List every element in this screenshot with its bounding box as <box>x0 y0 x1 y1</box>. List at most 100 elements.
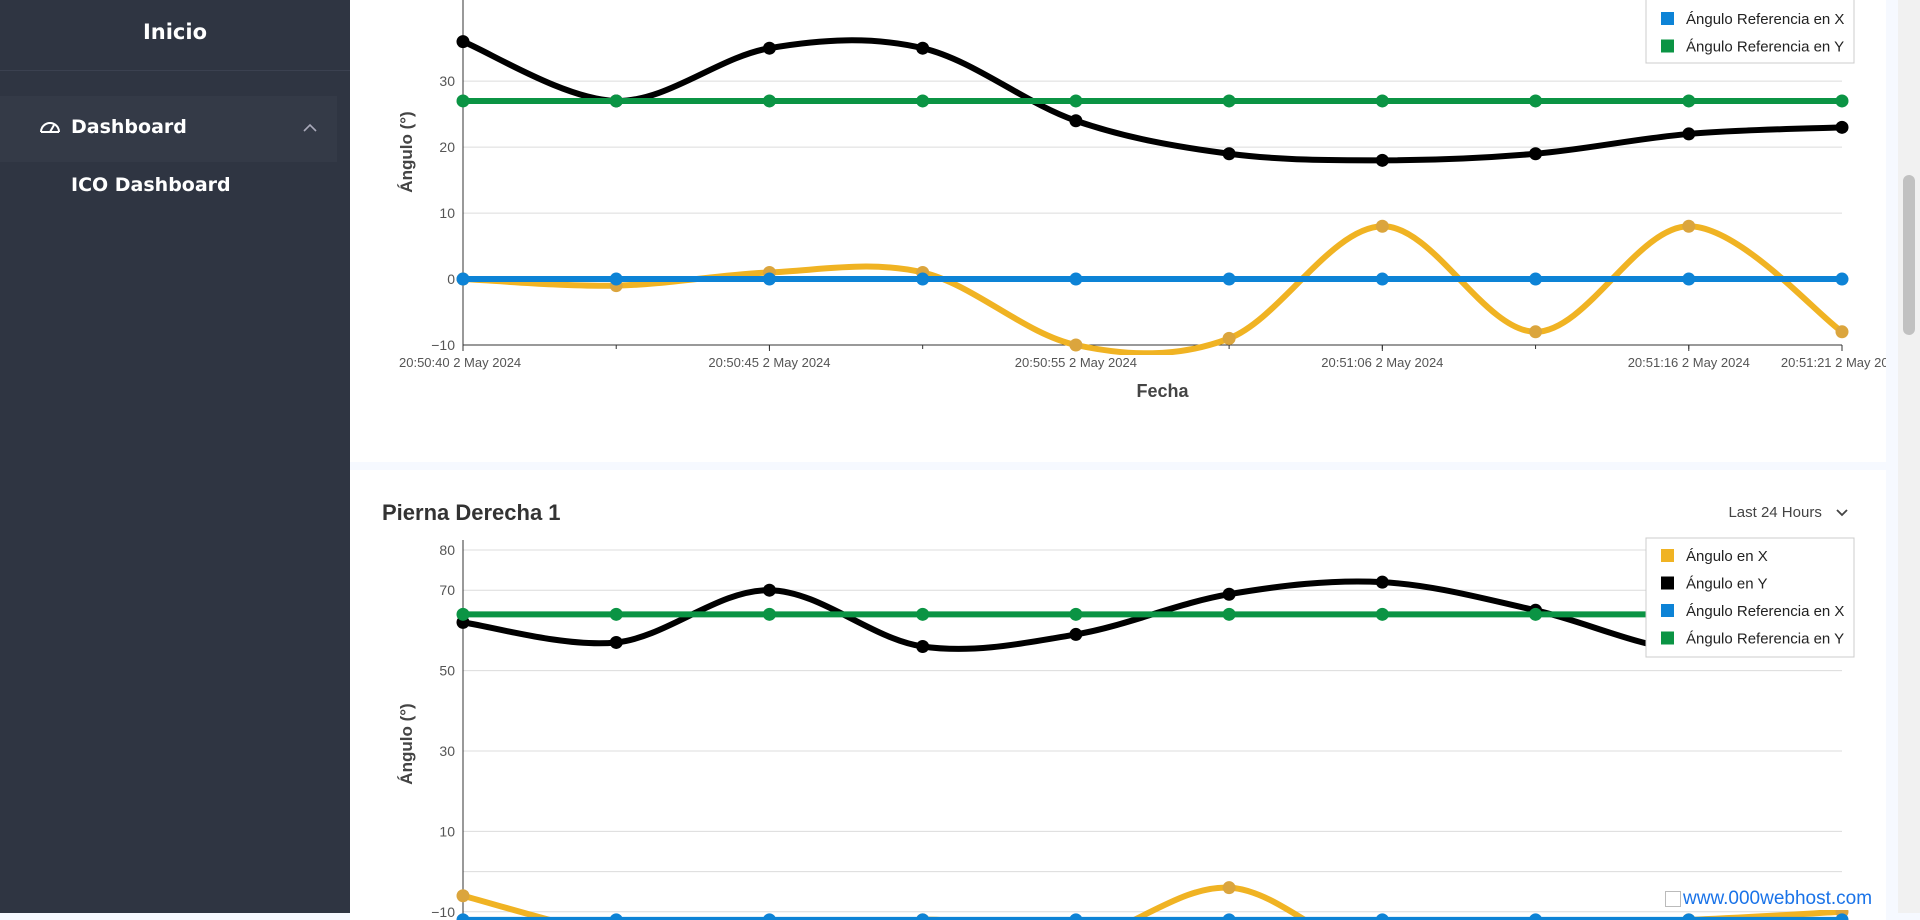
data-point[interactable] <box>609 635 623 649</box>
legend-swatch[interactable] <box>1661 12 1674 25</box>
legend-swatch[interactable] <box>1661 549 1674 562</box>
data-point[interactable] <box>1069 272 1083 286</box>
data-point[interactable] <box>1222 607 1236 621</box>
sidebar-title[interactable]: Inicio <box>142 20 208 44</box>
x-tick-label: 20:50:55 2 May 2024 <box>1015 355 1137 370</box>
legend-swatch[interactable] <box>1661 39 1674 53</box>
x-tick-label: 20:51:16 2 May 2024 <box>1628 355 1750 370</box>
data-point[interactable] <box>1529 913 1543 920</box>
y-tick-label: 0 <box>447 271 455 287</box>
y-axis-label: Ángulo (°) <box>397 111 416 192</box>
data-point[interactable] <box>1375 575 1389 589</box>
data-point[interactable] <box>1529 94 1543 108</box>
data-point[interactable] <box>456 889 470 903</box>
data-point[interactable] <box>1069 94 1083 108</box>
data-point[interactable] <box>1222 881 1236 895</box>
data-point[interactable] <box>762 607 776 621</box>
data-point[interactable] <box>1069 607 1083 621</box>
data-point[interactable] <box>1529 147 1543 161</box>
sidebar-item-dashboard[interactable]: Dashboard <box>0 96 337 162</box>
legend-entry[interactable]: Ángulo en X <box>1686 548 1768 565</box>
data-point[interactable] <box>456 607 470 621</box>
legend-swatch[interactable] <box>1661 631 1674 645</box>
legend-box <box>1645 0 1855 64</box>
legend-entry[interactable]: Ángulo Referencia en Y <box>1686 39 1844 56</box>
data-point[interactable] <box>1375 153 1389 167</box>
data-point[interactable] <box>1222 587 1236 601</box>
broken-image-icon <box>1665 890 1681 907</box>
data-point[interactable] <box>1682 127 1696 141</box>
data-point[interactable] <box>1375 607 1389 621</box>
data-point[interactable] <box>456 272 470 286</box>
series-1 <box>456 35 1849 167</box>
data-point[interactable] <box>1069 913 1083 920</box>
data-point[interactable] <box>1222 331 1236 345</box>
data-point[interactable] <box>1682 272 1696 286</box>
data-point[interactable] <box>1222 147 1236 161</box>
data-point[interactable] <box>609 94 623 108</box>
x-tick-label: 20:50:45 2 May 2024 <box>708 355 830 370</box>
speedometer-icon <box>40 122 60 133</box>
time-filter-dropdown[interactable]: Last 24 Hours <box>1728 504 1848 521</box>
data-point[interactable] <box>916 607 930 621</box>
data-point[interactable] <box>1222 913 1236 920</box>
data-point[interactable] <box>1835 120 1849 134</box>
data-point[interactable] <box>916 913 930 920</box>
data-point[interactable] <box>762 913 776 920</box>
chart-card-1: −10 0 10 20 30 Ángulo (°) 20:50:40 2 May 2024 2… <box>350 0 1886 462</box>
data-point[interactable] <box>1835 325 1849 339</box>
data-point[interactable] <box>1529 272 1543 286</box>
legend-swatch[interactable] <box>1661 604 1674 617</box>
data-point[interactable] <box>1682 219 1696 233</box>
x-tick-label: 20:51:21 2 May 2024 <box>1781 355 1886 370</box>
data-point[interactable] <box>762 41 776 55</box>
data-point[interactable] <box>609 607 623 621</box>
filter-label: Last 24 Hours <box>1728 504 1822 521</box>
data-point[interactable] <box>1682 94 1696 108</box>
legend-entry[interactable]: Ángulo Referencia en Y <box>1686 631 1844 648</box>
data-point[interactable] <box>1069 338 1083 352</box>
data-point[interactable] <box>609 913 623 920</box>
sidebar-item-ico-dashboard[interactable]: ICO Dashboard <box>71 174 231 196</box>
chevron-up-icon[interactable] <box>302 123 318 133</box>
hosting-link[interactable]: www.000webhost.com <box>1663 888 1875 910</box>
scrollbar[interactable] <box>1898 0 1920 913</box>
data-point[interactable] <box>456 913 470 920</box>
data-point[interactable] <box>1682 913 1696 920</box>
main-content: −10 0 10 20 30 Ángulo (°) 20:50:40 2 May 2024 2… <box>350 0 1898 920</box>
series-3 <box>456 219 1849 355</box>
y-tick-label: 50 <box>439 663 455 679</box>
legend-swatch[interactable] <box>1661 576 1674 590</box>
data-point[interactable] <box>1375 913 1389 920</box>
data-point[interactable] <box>1835 94 1849 108</box>
data-point[interactable] <box>609 272 623 286</box>
data-point[interactable] <box>1375 94 1389 108</box>
data-point[interactable] <box>762 94 776 108</box>
data-point[interactable] <box>762 272 776 286</box>
data-point[interactable] <box>456 35 470 49</box>
x-axis-label: Fecha <box>1136 381 1189 401</box>
data-point[interactable] <box>1529 607 1543 621</box>
y-axis-label: Ángulo (°) <box>397 703 416 784</box>
data-point[interactable] <box>916 94 930 108</box>
data-point[interactable] <box>1222 94 1236 108</box>
data-point[interactable] <box>762 583 776 597</box>
data-point[interactable] <box>1069 627 1083 641</box>
legend-entry[interactable]: Ángulo Referencia en X <box>1686 603 1844 620</box>
data-point[interactable] <box>1069 114 1083 128</box>
data-point[interactable] <box>916 41 930 55</box>
data-point[interactable] <box>1835 272 1849 286</box>
data-point[interactable] <box>1375 272 1389 286</box>
y-tick-label: −10 <box>431 337 455 353</box>
data-point[interactable] <box>1222 272 1236 286</box>
y-tick-label: −10 <box>431 904 455 920</box>
series-line <box>462 884 1843 920</box>
scrollbar-thumb[interactable] <box>1903 175 1915 335</box>
data-point[interactable] <box>1529 325 1543 339</box>
legend-entry[interactable]: Ángulo Referencia en X <box>1686 11 1844 28</box>
data-point[interactable] <box>916 272 930 286</box>
data-point[interactable] <box>916 639 930 653</box>
data-point[interactable] <box>1375 219 1389 233</box>
legend-entry[interactable]: Ángulo en Y <box>1686 576 1767 593</box>
data-point[interactable] <box>456 94 470 108</box>
